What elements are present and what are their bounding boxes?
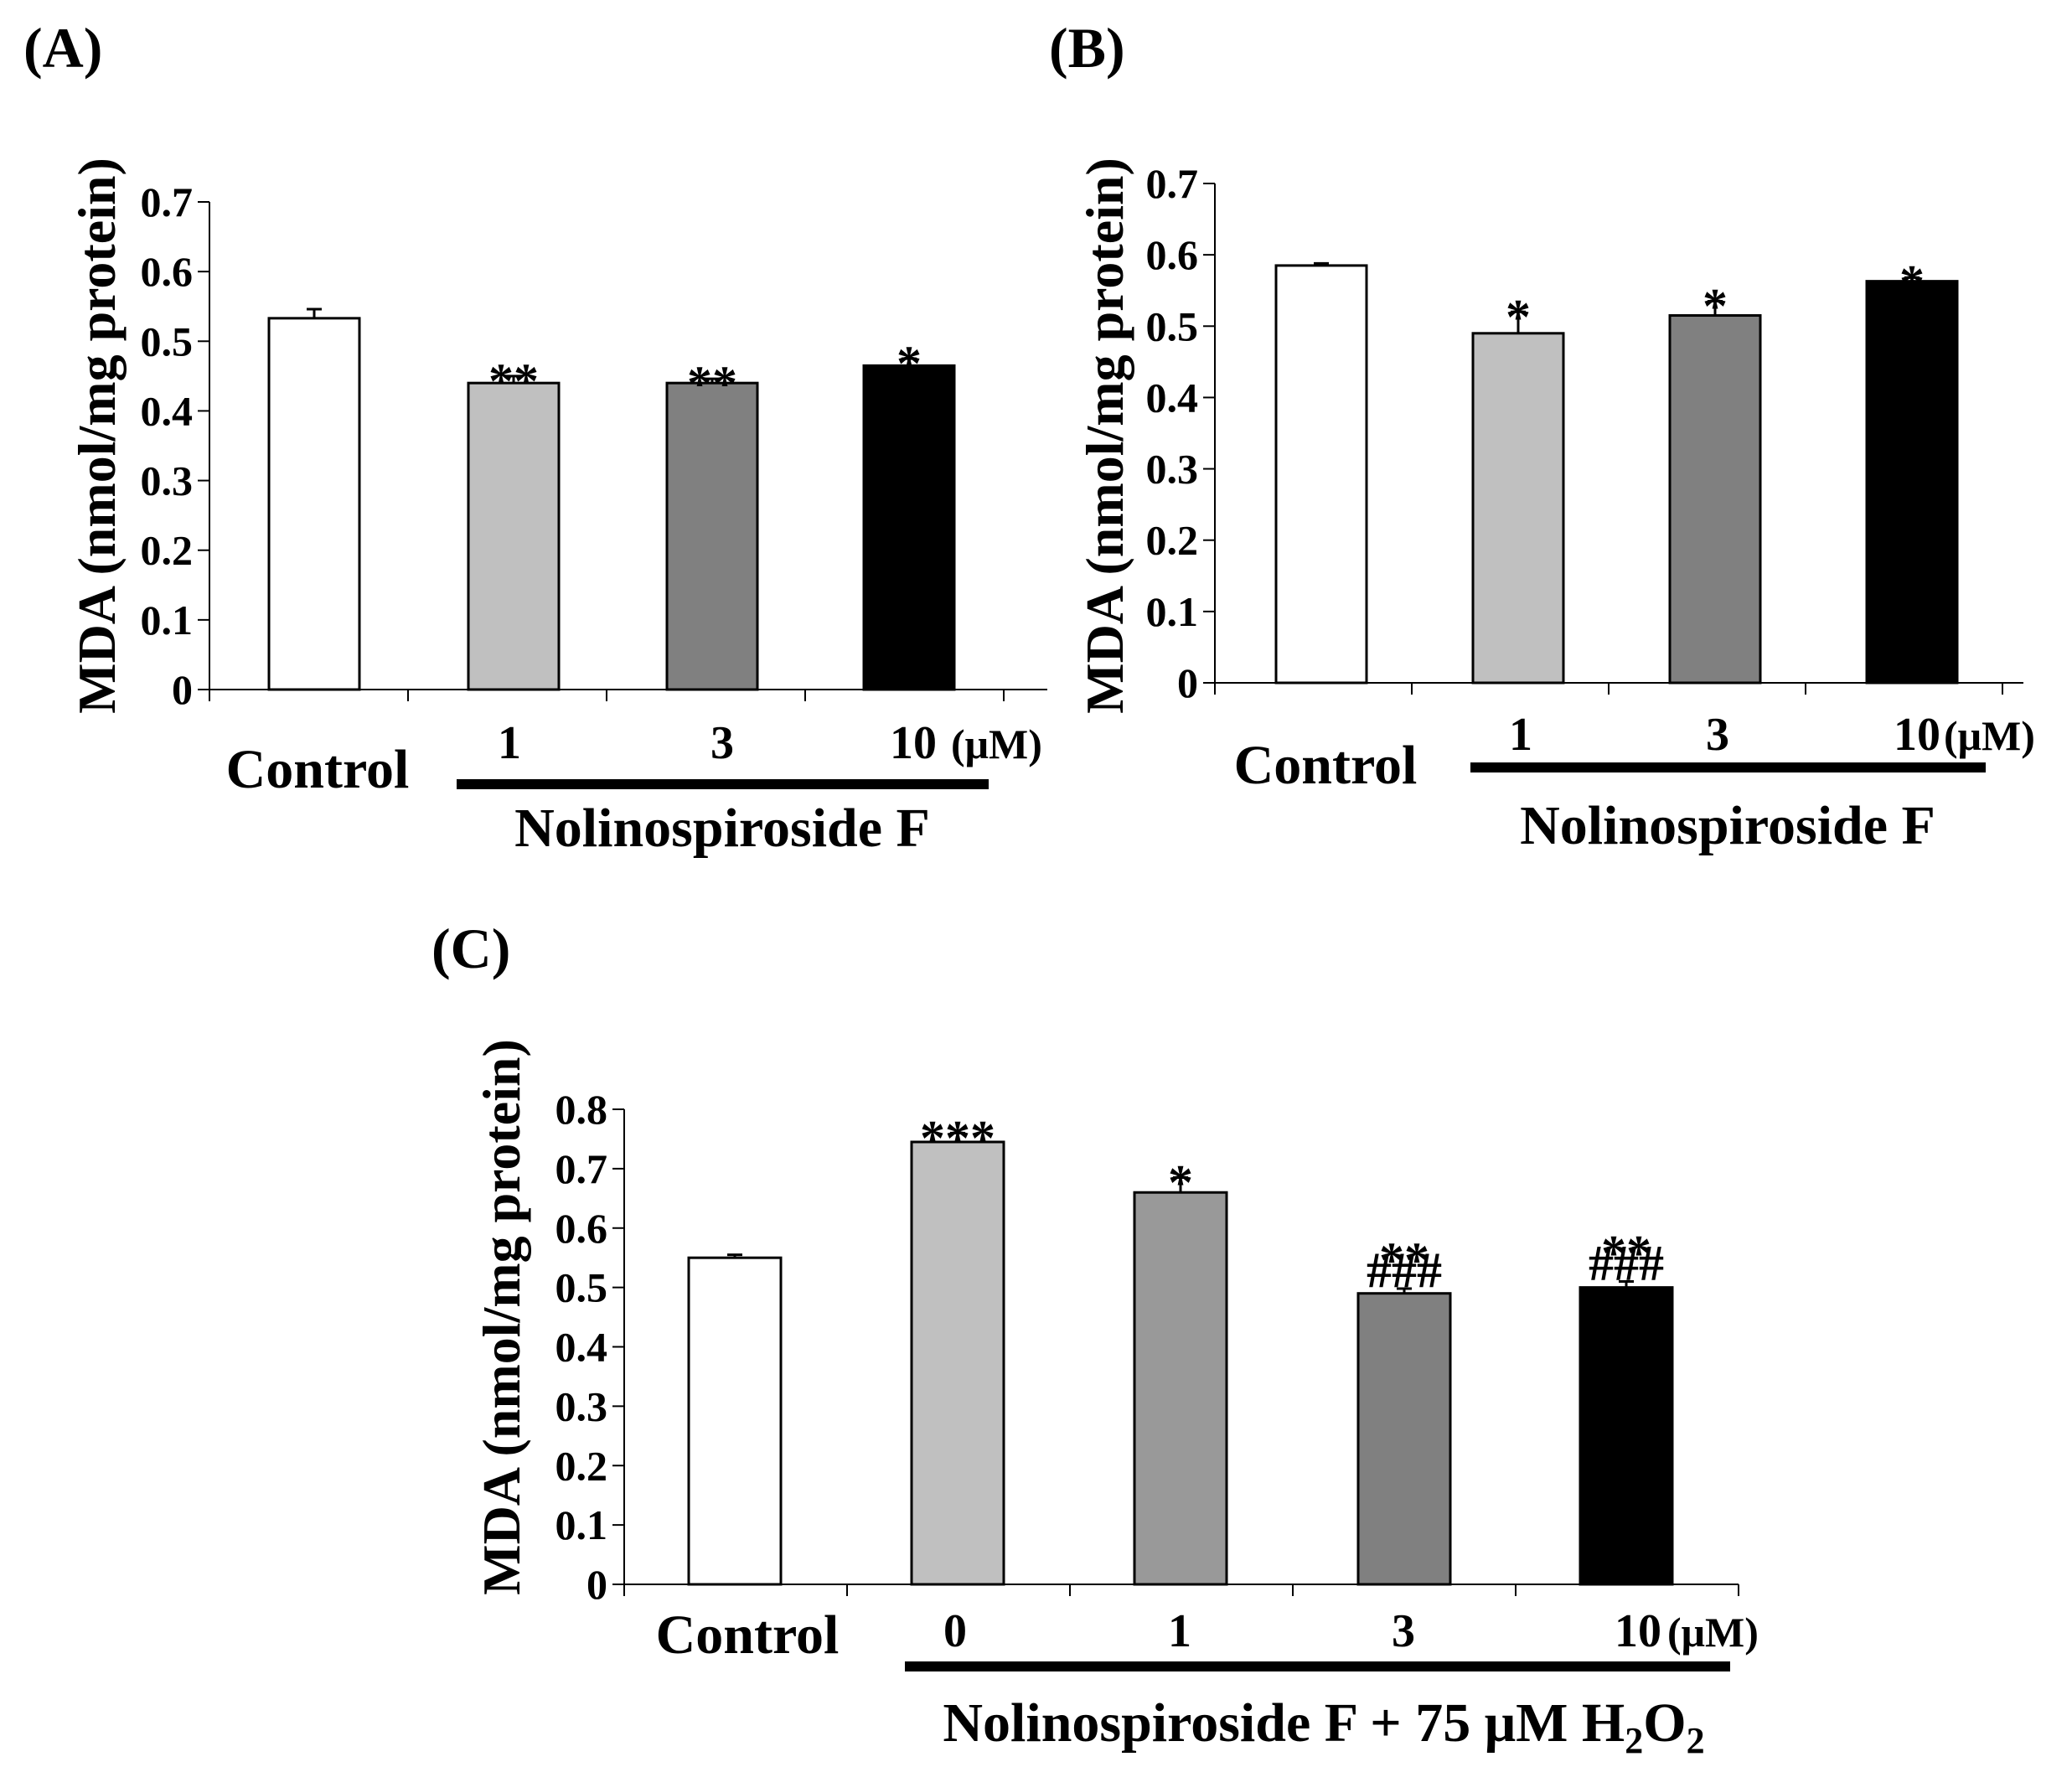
y-tick-label-c: 0.8: [555, 1086, 608, 1133]
significance-annotation-c-4: **: [1601, 1226, 1651, 1281]
y-tick-label-c: 0.2: [555, 1442, 608, 1489]
bar-a-0: [267, 317, 361, 691]
group-label-c-sub1: 2: [1625, 1720, 1643, 1761]
category-label-a-1: 1: [498, 717, 521, 769]
bar-b-3: [1865, 280, 1959, 685]
y-axis-label-c: MDA (nmol/mg protein): [472, 1039, 531, 1595]
control-label-a: Control: [226, 739, 410, 800]
category-label-c-2: 1: [1168, 1605, 1191, 1657]
y-tick-label-c: 0.7: [555, 1145, 608, 1192]
bar-a-2: [665, 381, 759, 691]
group-label-c: Nolinospiroside F + 75 μM H2O2: [943, 1692, 1704, 1761]
significance-annotation-b-2: *: [1703, 278, 1728, 333]
bar-c-0: [687, 1256, 783, 1586]
significance-annotation-c-3: **: [1379, 1232, 1429, 1288]
y-tick-label-b: 0: [1177, 659, 1198, 706]
y-tick-label-b: 0.6: [1146, 231, 1199, 278]
category-label-c-1: 0: [943, 1605, 967, 1657]
y-tick-label-b: 0.2: [1146, 517, 1199, 564]
y-axis-label-b: MDA (nmol/mg protein): [1075, 158, 1134, 714]
y-tick-label-a: 0.4: [141, 387, 194, 434]
bar-b-1: [1471, 332, 1565, 685]
group-bar-a: [457, 779, 989, 789]
y-tick-label-a: 0: [172, 666, 193, 713]
y-tick-label-b: 0.7: [1146, 160, 1199, 207]
y-tick-label-a: 0.7: [141, 178, 194, 225]
category-label-b-2: 3: [1706, 709, 1729, 761]
y-axis-label-a: MDA (nmol/mg protein): [67, 158, 127, 714]
y-tick-label-c: 0.6: [555, 1205, 608, 1252]
plot-area-a: 0 0.1 0.2 0.3 0.4 0.5 0.6 0.7 ** 1 ** 3 * 10: [141, 178, 1047, 769]
unit-label-a: (μM): [951, 721, 1042, 767]
category-label-a-3: 10: [890, 717, 937, 769]
bar-a-3: [862, 364, 956, 691]
panel-label-c: (C): [431, 917, 510, 980]
bar-b-2: [1668, 314, 1762, 685]
y-tick-label-a: 0.1: [141, 597, 194, 643]
plot-area-b: 0 0.1 0.2 0.3 0.4 0.5 0.6 0.7 * 1 * 3 * 10: [1146, 160, 2023, 761]
control-label-b: Control: [1234, 735, 1418, 796]
y-tick-label-b: 0.5: [1146, 302, 1199, 349]
y-tick-label-c: 0.4: [555, 1324, 608, 1371]
category-label-c-3: 3: [1392, 1605, 1415, 1657]
y-tick-label-b: 0.1: [1146, 588, 1199, 635]
y-tick-label-a: 0.5: [141, 318, 194, 364]
bar-c-1: [910, 1140, 1005, 1586]
group-label-c-sub2: 2: [1687, 1720, 1705, 1761]
control-label-c: Control: [656, 1604, 840, 1666]
significance-annotation-a-2: **: [687, 356, 737, 411]
y-tick-label-b: 0.3: [1146, 446, 1199, 493]
y-tick-label-c: 0.1: [555, 1501, 608, 1548]
group-label-b: Nolinospiroside F: [1520, 795, 1935, 856]
significance-annotation-c-1: ***: [920, 1110, 995, 1165]
y-tick-label-c: 0.5: [555, 1264, 608, 1311]
bar-c-3: [1356, 1292, 1452, 1586]
unit-label-c: (μM): [1667, 1609, 1759, 1656]
y-tick-label-a: 0.2: [141, 527, 194, 574]
y-tick-label-a: 0.6: [141, 248, 194, 295]
significance-annotation-a-1: **: [488, 354, 539, 409]
category-label-a-2: 3: [710, 717, 734, 769]
group-label-c-o: O: [1643, 1692, 1686, 1754]
hash-annotation-c-4: ###: [1589, 1236, 1664, 1291]
unit-label-b: (μM): [1944, 712, 2035, 759]
group-bar-c: [905, 1661, 1730, 1671]
panel-label-b: (B): [1049, 16, 1125, 80]
y-tick-label-b: 0.4: [1146, 374, 1199, 421]
hash-annotation-c-3: ###: [1367, 1243, 1442, 1298]
y-tick-label-c: 0: [586, 1561, 607, 1608]
plot-area-c: 00.10.20.30.40.50.60.70.8***0*1###**3###…: [555, 1086, 1739, 1657]
group-label-a: Nolinospiroside F: [514, 798, 930, 859]
group-bar-b: [1470, 762, 1986, 772]
category-label-c-4: 10: [1615, 1605, 1661, 1657]
significance-annotation-b-3: *: [1899, 255, 1925, 310]
group-label-c-main: Nolinospiroside F + 75 μM H: [943, 1692, 1625, 1754]
significance-annotation-c-2: *: [1168, 1155, 1193, 1211]
bar-b-0: [1274, 264, 1368, 685]
y-tick-label-c: 0.3: [555, 1382, 608, 1429]
significance-annotation-b-1: *: [1506, 289, 1531, 344]
significance-annotation-a-3: *: [896, 336, 922, 391]
category-label-b-3: 10: [1894, 709, 1940, 761]
bar-c-4: [1579, 1286, 1674, 1586]
category-label-b-1: 1: [1509, 709, 1532, 761]
y-tick-label-a: 0.3: [141, 457, 194, 504]
bar-a-1: [467, 381, 561, 691]
panel-label-a: (A): [23, 16, 102, 80]
bar-c-2: [1133, 1191, 1228, 1586]
